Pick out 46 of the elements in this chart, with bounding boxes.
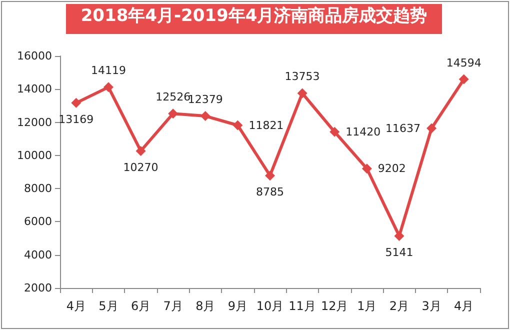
- x-tick-label: 12月: [320, 299, 348, 313]
- data-label: 9202: [378, 162, 406, 176]
- point: [297, 88, 308, 98]
- point: [362, 164, 372, 174]
- point: [458, 74, 469, 84]
- x-tick-label: 7月: [163, 299, 183, 313]
- point: [103, 82, 114, 92]
- x-tick-label: 6月: [130, 299, 151, 313]
- data-label: 11420: [346, 125, 381, 138]
- x-tick-label: 4月: [66, 299, 86, 313]
- x-tick-label: 11月: [288, 299, 316, 313]
- point: [330, 126, 340, 137]
- chart-title: 2018年4月-2019年4月济南商品房成交趋势: [66, 4, 442, 34]
- x-tick-label: 1月: [357, 299, 377, 313]
- x-tick-label: 4月: [454, 299, 474, 313]
- point: [232, 120, 243, 130]
- data-label: 5141: [385, 246, 414, 259]
- y-tick-label: 4000: [24, 248, 52, 262]
- point: [394, 230, 404, 241]
- x-tick-label: 2月: [389, 299, 410, 313]
- y-tick-label: 12000: [17, 116, 52, 129]
- x-tick-label: 9月: [228, 299, 248, 313]
- x-tick-label: 8月: [196, 299, 216, 313]
- point: [168, 108, 178, 119]
- y-tick-label: 8000: [24, 182, 52, 196]
- data-label: 13169: [58, 112, 94, 126]
- y-tick-label: 10000: [17, 148, 52, 162]
- data-label: 13753: [284, 70, 320, 84]
- x-tick-label: 5月: [98, 299, 118, 313]
- point: [426, 123, 437, 134]
- y-tick-label: 14000: [17, 82, 52, 96]
- data-label: 10270: [123, 160, 158, 174]
- data-label: 11821: [248, 118, 284, 132]
- data-label: 8785: [256, 186, 284, 199]
- point: [200, 111, 210, 122]
- point: [136, 146, 146, 156]
- point: [71, 98, 82, 108]
- data-label: 14119: [90, 64, 126, 78]
- point: [265, 170, 275, 181]
- x-tick-label: 3月: [422, 299, 442, 313]
- y-tick-label: 6000: [24, 215, 52, 228]
- y-tick-label: 2000: [24, 282, 52, 294]
- data-label: 14594: [446, 56, 482, 70]
- x-tick-label: 10月: [256, 299, 284, 313]
- y-tick-label: 16000: [17, 50, 52, 62]
- data-label: 11637: [386, 122, 421, 135]
